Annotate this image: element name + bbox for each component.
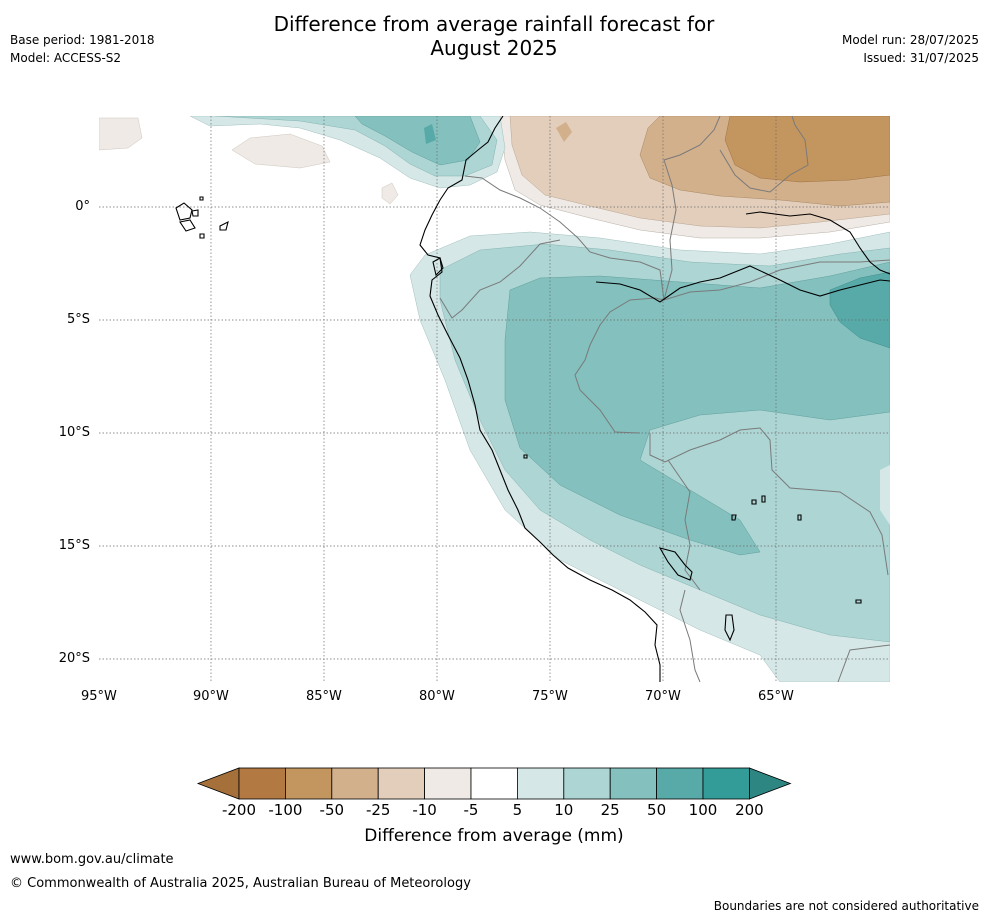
wet-north-inner [354,116,481,166]
title-line-2: August 2025 [430,36,558,60]
colorbar-swatch [377,767,426,800]
lat-tick-label: 15°S [58,538,90,553]
colorbar-arrow-low [196,767,240,800]
lat-tick-label: 5°S [66,312,90,327]
model-label: Model: ACCESS-S2 [10,51,122,65]
boundaries-disclaimer: Boundaries are not considered authoritat… [713,899,979,913]
dry-patch-1 [99,117,143,151]
lat-tick-label: 20°S [58,651,90,666]
graticule [99,116,890,682]
country-borders [439,116,890,682]
colorbar-swatch [702,767,750,800]
colorbar-tick-label: 50 [647,801,667,819]
colorbar-swatch [284,767,333,800]
wet-main-50 [504,261,890,556]
bom-url: www.bom.gov.au/climate [10,852,174,867]
dry-region-core [724,116,890,183]
colorbar-swatch [656,767,704,800]
lat-tick-label: 0° [75,199,90,214]
dry-patch-3 [381,182,399,205]
model-run-label: Model run: 28/07/2025 [841,33,979,47]
colorbar-swatch [563,767,611,800]
colorbar-swatch [470,767,518,800]
colorbar-tick-label: -5 [463,801,479,819]
colorbar-tick-label: -10 [412,801,437,819]
colorbar-swatch [238,767,286,800]
colorbar-tick-label: 200 [735,801,764,819]
wet-main-100 [829,271,890,349]
colorbar-tick-label: 25 [600,801,620,819]
colorbar-tick-label: -25 [365,801,391,819]
lon-tick-label: 85°W [306,689,342,704]
colorbar-swatch [424,767,472,800]
base-period-label: Base period: 1981-2018 [10,33,155,47]
map-title: Difference from average rainfall forecas… [0,12,988,60]
lon-tick-label: 75°W [532,689,568,704]
lon-tick-label: 70°W [645,689,681,704]
colorbar-label: Difference from average (mm) [364,826,624,846]
map-area [99,116,890,682]
colorbar-tick-label: 100 [688,801,718,819]
colorbar-swatch [517,767,565,800]
lon-tick-label: 95°W [81,689,117,704]
lat-tick-label: 10°S [58,425,90,440]
colorbar-swatch [609,767,658,800]
colorbar-swatch [331,767,379,800]
wet-south-east-fringe [880,465,890,525]
copyright-text: © Commonwealth of Australia 2025, Austra… [10,876,471,891]
wet-north-core [424,124,436,144]
lon-tick-label: 65°W [758,689,794,704]
colorbar-arrow-high [749,767,792,800]
colorbar-tick-label: -200 [221,801,257,819]
colorbar-tick-label: 5 [512,801,523,819]
title-line-1: Difference from average rainfall forecas… [273,12,715,36]
dry-spot [556,122,572,142]
colorbar-tick-label: -100 [268,801,303,819]
issued-label: Issued: 31/07/2025 [863,51,979,65]
lon-tick-label: 90°W [193,689,229,704]
lon-tick-label: 80°W [419,689,455,704]
colorbar-tick-label: -50 [319,801,345,819]
colorbar-tick-label: 10 [554,801,574,819]
coastline [175,116,890,682]
dry-patch-2 [231,133,331,169]
